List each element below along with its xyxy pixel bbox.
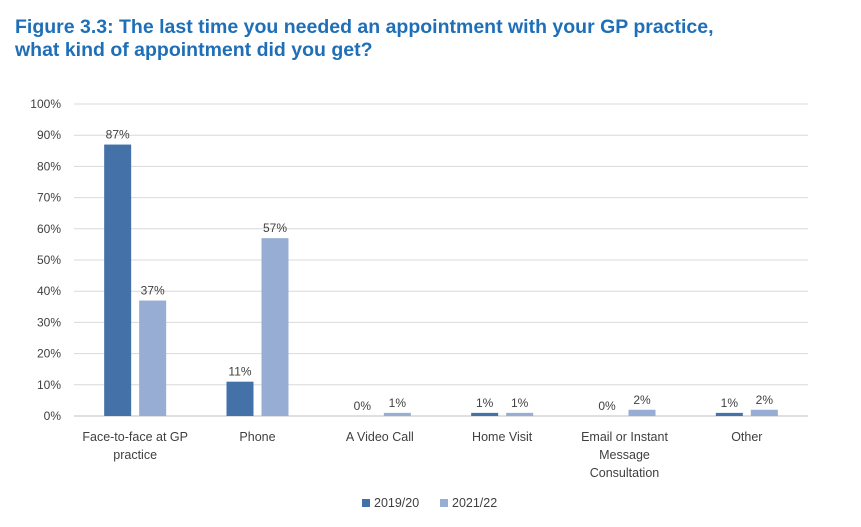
y-tick-label: 80% <box>37 159 61 173</box>
x-tick-label: Home Visit <box>472 430 533 444</box>
x-tick-label: Email or Instant <box>581 430 668 444</box>
data-label: 11% <box>228 365 251 379</box>
y-tick-label: 50% <box>37 253 61 267</box>
x-tick-label: practice <box>113 448 157 462</box>
bar-2019-20-0 <box>104 144 132 416</box>
y-tick-label: 10% <box>37 378 61 392</box>
data-label: 1% <box>721 396 739 410</box>
data-label: 1% <box>389 396 407 410</box>
y-tick-label: 20% <box>37 347 61 361</box>
y-tick-label: 60% <box>37 222 61 236</box>
x-tick-label: Consultation <box>590 466 660 480</box>
legend-label-1: 2021/22 <box>452 496 497 510</box>
data-label: 1% <box>476 396 494 410</box>
bar-2021-22-0 <box>139 300 167 416</box>
bar-2021-22-4 <box>628 409 656 416</box>
chart-title-line-1: Figure 3.3: The last time you needed an … <box>15 16 714 38</box>
legend-swatch-1 <box>440 499 448 507</box>
bar-2021-22-3 <box>506 412 534 416</box>
bar-2019-20-1 <box>226 381 254 416</box>
y-tick-label: 40% <box>37 284 61 298</box>
legend-label-0: 2019/20 <box>374 496 419 510</box>
x-tick-label: A Video Call <box>346 430 414 444</box>
data-label: 37% <box>141 284 165 298</box>
x-tick-label: Phone <box>239 430 275 444</box>
data-label: 2% <box>633 393 651 407</box>
legend-swatch-0 <box>362 499 370 507</box>
y-tick-label: 90% <box>37 128 61 142</box>
data-label: 1% <box>511 396 529 410</box>
data-label: 2% <box>756 393 774 407</box>
y-tick-label: 100% <box>30 97 61 111</box>
data-label: 0% <box>598 399 616 413</box>
x-tick-label: Message <box>599 448 650 462</box>
y-tick-label: 30% <box>37 315 61 329</box>
chart-title: Figure 3.3: The last time you needed an … <box>15 16 845 62</box>
bar-2021-22-2 <box>383 412 411 416</box>
x-tick-label: Other <box>731 430 762 444</box>
data-label: 0% <box>354 399 372 413</box>
y-tick-label: 0% <box>44 409 62 423</box>
bar-2021-22-1 <box>261 238 289 416</box>
bar-2021-22-5 <box>750 409 778 416</box>
y-tick-label: 70% <box>37 191 61 205</box>
data-label: 57% <box>263 221 287 235</box>
bar-2019-20-3 <box>471 412 499 416</box>
bar-2019-20-5 <box>715 412 743 416</box>
x-tick-label: Face-to-face at GP <box>82 430 188 444</box>
data-label: 87% <box>106 128 130 142</box>
chart-title-line-2: what kind of appointment did you get? <box>15 39 373 61</box>
